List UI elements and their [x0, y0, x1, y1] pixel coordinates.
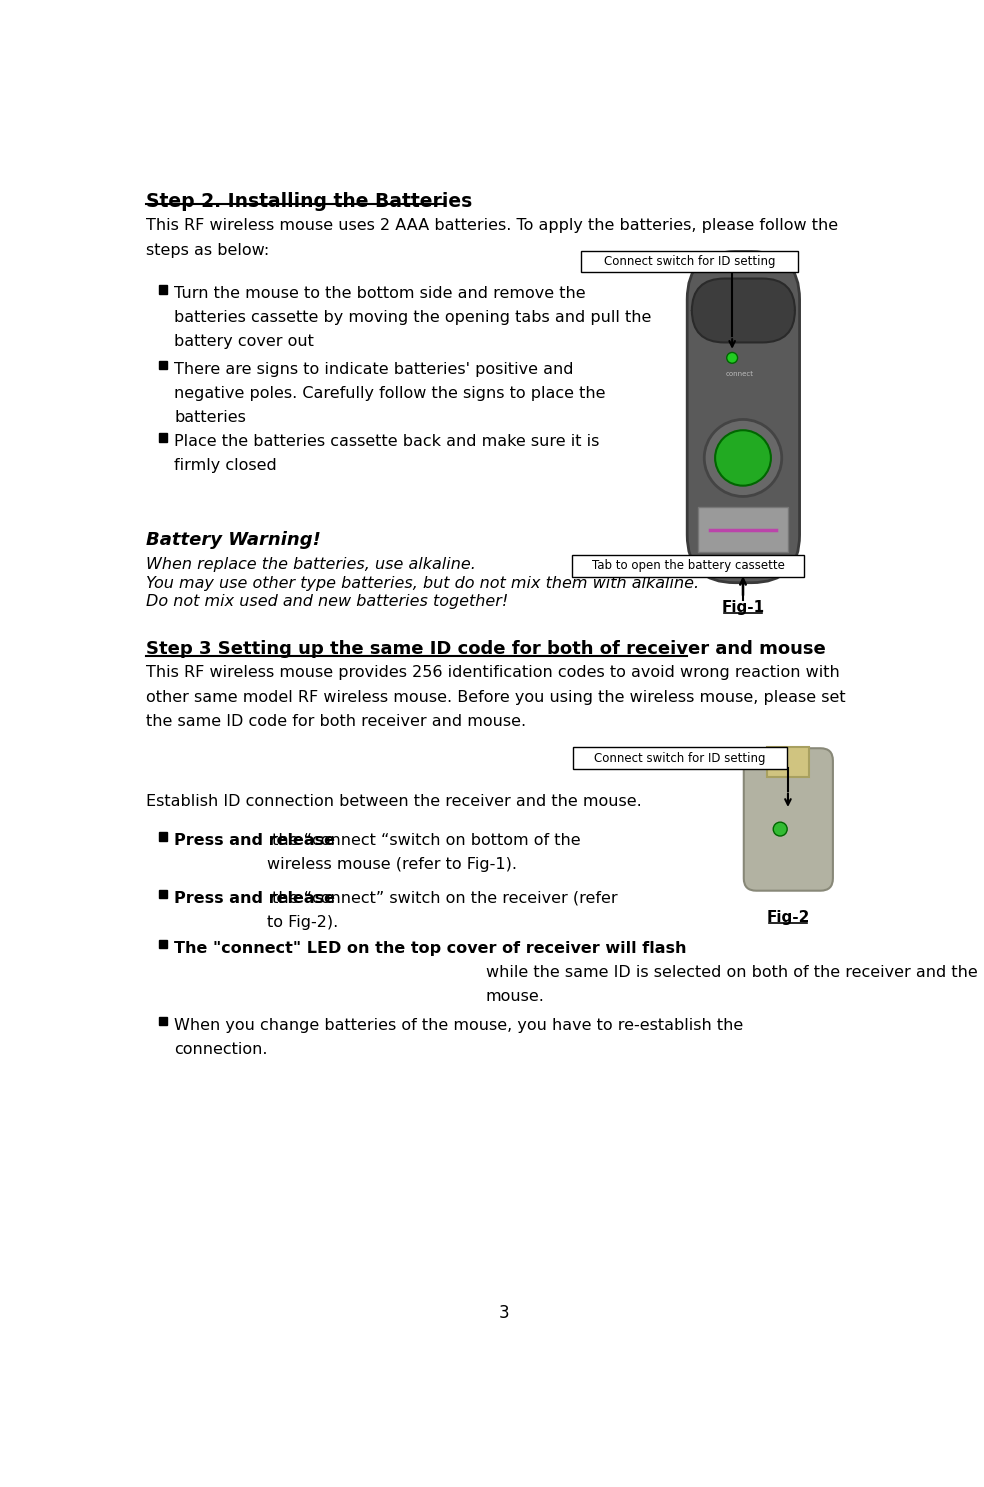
- FancyBboxPatch shape: [574, 748, 787, 769]
- Text: This RF wireless mouse uses 2 AAA batteries. To apply the batteries, please foll: This RF wireless mouse uses 2 AAA batter…: [147, 219, 838, 259]
- Text: Battery Warning!: Battery Warning!: [147, 531, 321, 549]
- Text: There are signs to indicate batteries' positive and
negative poles. Carefully fo: There are signs to indicate batteries' p…: [174, 361, 605, 425]
- Bar: [158, 1017, 167, 1026]
- Text: When you change batteries of the mouse, you have to re-establish the
connection.: When you change batteries of the mouse, …: [174, 1017, 743, 1057]
- Text: Press and release: Press and release: [174, 833, 336, 848]
- Text: the “connect “switch on bottom of the
wireless mouse (refer to Fig-1).: the “connect “switch on bottom of the wi…: [267, 833, 581, 871]
- Bar: [158, 361, 167, 369]
- Circle shape: [773, 822, 787, 836]
- Bar: [158, 833, 167, 840]
- Circle shape: [727, 352, 738, 363]
- Text: Connect switch for ID setting: Connect switch for ID setting: [604, 256, 775, 268]
- Text: while the same ID is selected on both of the receiver and the
mouse.: while the same ID is selected on both of…: [485, 941, 977, 1004]
- FancyBboxPatch shape: [744, 748, 832, 891]
- FancyBboxPatch shape: [767, 748, 809, 776]
- Bar: [698, 507, 788, 552]
- Text: You may use other type batteries, but do not mix them with alkaline.: You may use other type batteries, but do…: [147, 575, 700, 590]
- Text: Press and release: Press and release: [174, 891, 336, 906]
- Text: Do not mix used and new batteries together!: Do not mix used and new batteries togeth…: [147, 595, 509, 610]
- FancyBboxPatch shape: [687, 251, 800, 583]
- FancyBboxPatch shape: [572, 555, 804, 577]
- Text: Establish ID connection between the receiver and the mouse.: Establish ID connection between the rece…: [147, 794, 642, 809]
- Text: Fig-1: Fig-1: [721, 601, 765, 616]
- Text: This RF wireless mouse provides 256 identification codes to avoid wrong reaction: This RF wireless mouse provides 256 iden…: [147, 665, 846, 729]
- FancyBboxPatch shape: [581, 251, 798, 272]
- Text: Step 2. Installing the Batteries: Step 2. Installing the Batteries: [147, 192, 472, 211]
- Text: 3: 3: [499, 1304, 510, 1322]
- Text: When replace the batteries, use alkaline.: When replace the batteries, use alkaline…: [147, 558, 476, 572]
- Text: Tab to open the battery cassette: Tab to open the battery cassette: [591, 559, 784, 572]
- Text: The "connect" LED on the top cover of receiver will flash: The "connect" LED on the top cover of re…: [174, 941, 687, 956]
- Text: connect: connect: [726, 370, 754, 376]
- Text: Turn the mouse to the bottom side and remove the
batteries cassette by moving th: Turn the mouse to the bottom side and re…: [174, 286, 651, 349]
- Circle shape: [705, 419, 781, 497]
- Text: Fig-2: Fig-2: [767, 910, 810, 925]
- Text: Step 3 Setting up the same ID code for both of receiver and mouse: Step 3 Setting up the same ID code for b…: [147, 641, 826, 659]
- Bar: [158, 433, 167, 442]
- Circle shape: [715, 430, 770, 486]
- Text: Place the batteries cassette back and make sure it is
firmly closed: Place the batteries cassette back and ma…: [174, 434, 599, 473]
- Text: Connect switch for ID setting: Connect switch for ID setting: [594, 752, 766, 764]
- Bar: [158, 940, 167, 949]
- Text: the “connect” switch on the receiver (refer
to Fig-2).: the “connect” switch on the receiver (re…: [267, 891, 618, 929]
- Bar: [158, 286, 167, 294]
- FancyBboxPatch shape: [692, 278, 795, 342]
- Bar: [158, 889, 167, 898]
